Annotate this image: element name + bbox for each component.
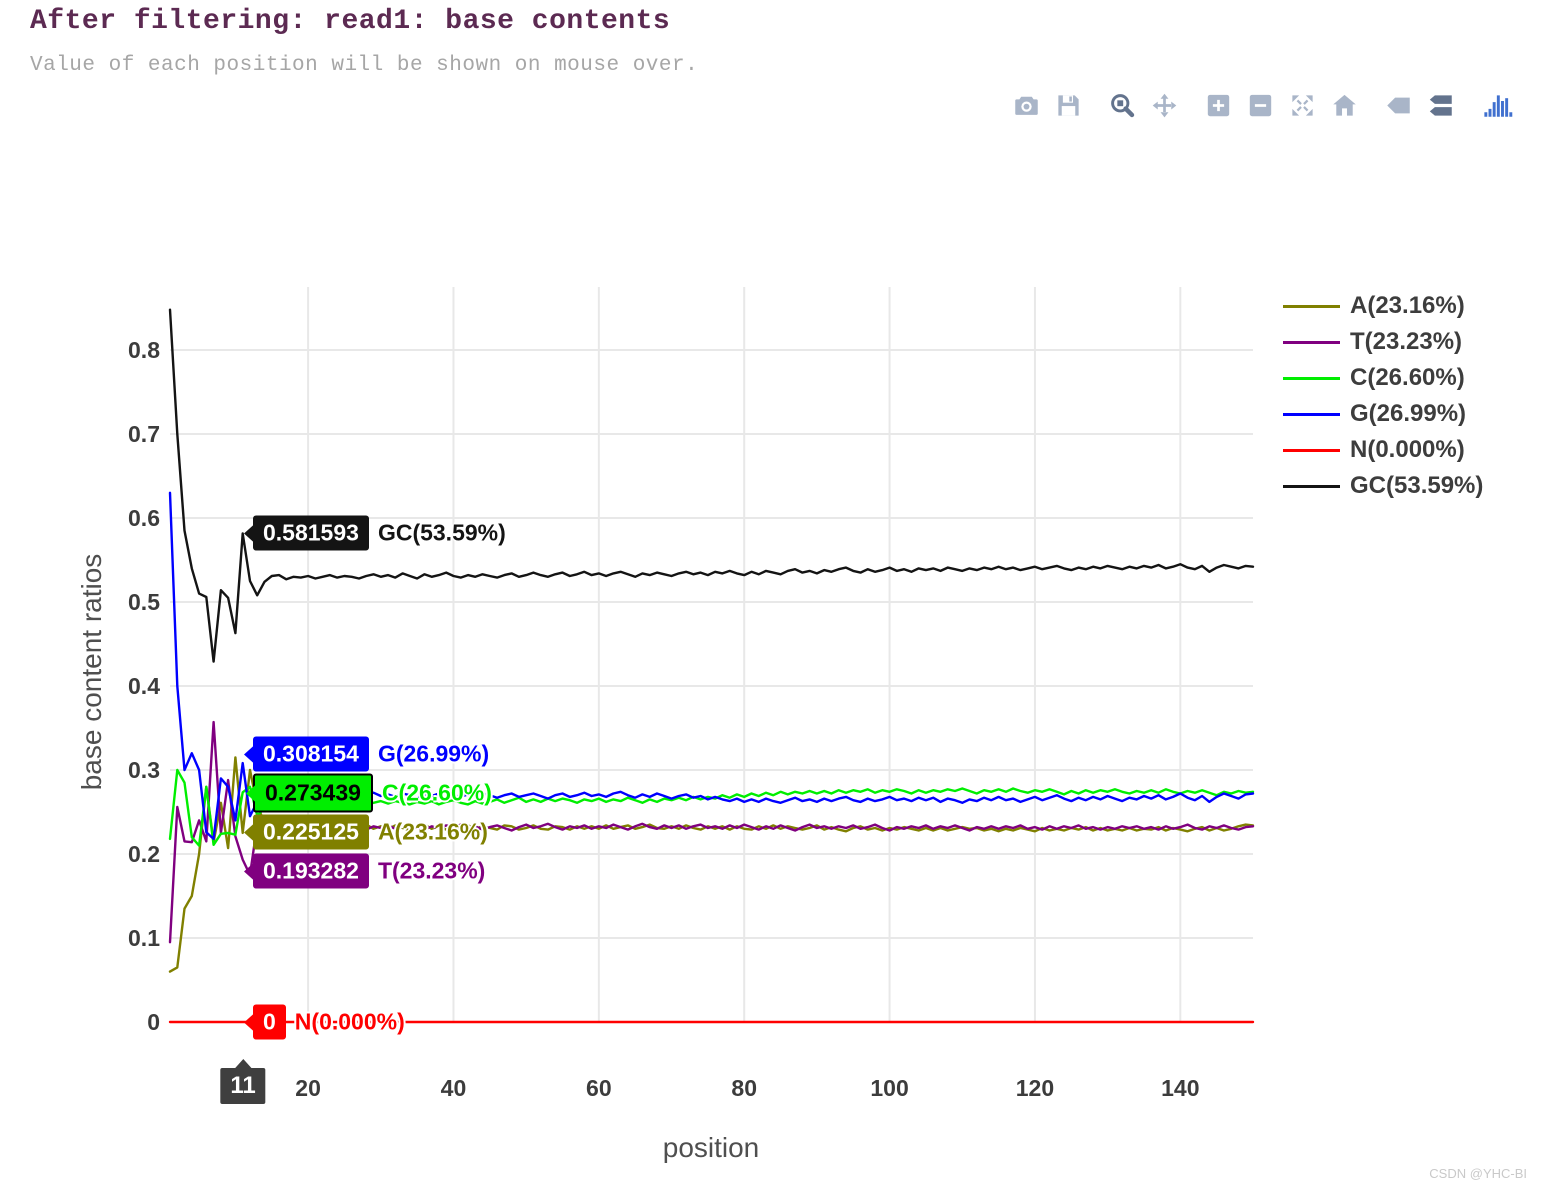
hover-value-box-N: 0 bbox=[244, 1004, 286, 1040]
y-tick-label: 0.1 bbox=[128, 925, 160, 951]
y-tick-label: 0.2 bbox=[128, 841, 160, 867]
legend: A(23.16%) T(23.23%) C(26.60%) G(26.99%) N(0.… bbox=[1283, 288, 1483, 504]
hover-series-label-N: N(0.000%) bbox=[294, 1008, 405, 1035]
plotly-logo-icon[interactable] bbox=[1481, 92, 1517, 119]
autoscale-icon[interactable] bbox=[1289, 92, 1316, 119]
hover-value-box-GC: 0.581593 bbox=[244, 515, 369, 551]
y-tick-label: 0.5 bbox=[128, 589, 160, 615]
legend-label-A: A(23.16%) bbox=[1350, 292, 1465, 319]
y-tick-label: 0.4 bbox=[128, 673, 160, 699]
legend-line-swatch-A bbox=[1283, 304, 1340, 308]
legend-label-N: N(0.000%) bbox=[1350, 436, 1465, 463]
y-axis-title: base content ratios bbox=[76, 553, 107, 791]
hover-value-T: 0.193282 bbox=[263, 857, 359, 884]
legend-line-swatch-G bbox=[1283, 412, 1340, 416]
y-tick-label: 0.3 bbox=[128, 757, 160, 783]
hover-label-row-C: 0.273439 C(26.60%) bbox=[243, 773, 492, 813]
hover-series-label-T: T(23.23%) bbox=[377, 857, 486, 884]
series-line-GC[interactable] bbox=[168, 308, 1255, 663]
left-caret-icon bbox=[244, 862, 254, 880]
x-tick-label: 60 bbox=[586, 1075, 612, 1101]
legend-label-T: T(23.23%) bbox=[1350, 328, 1463, 355]
hover-series-label-A: A(23.16%) bbox=[377, 818, 488, 845]
legend-item-C[interactable]: C(26.60%) bbox=[1283, 360, 1483, 396]
hover-value-GC: 0.581593 bbox=[263, 519, 359, 546]
hover-value-box-A: 0.225125 bbox=[244, 814, 369, 850]
hover-series-label-C: C(26.60%) bbox=[381, 779, 492, 806]
y-tick-label: 0.6 bbox=[128, 505, 160, 531]
legend-item-T[interactable]: T(23.23%) bbox=[1283, 324, 1483, 360]
left-caret-icon bbox=[244, 1013, 254, 1031]
plotly-modebar bbox=[986, 92, 1517, 119]
legend-label-GC: GC(53.59%) bbox=[1350, 472, 1484, 499]
y-tick-label: 0.8 bbox=[128, 337, 160, 363]
x-axis-title: position bbox=[662, 1132, 760, 1163]
modebar-group-logo bbox=[1481, 92, 1517, 119]
x-tick-label: 120 bbox=[1016, 1075, 1054, 1101]
hover-label-row-GC: 0.581593 GC(53.59%) bbox=[243, 515, 506, 551]
modebar-group-dragmode bbox=[1109, 92, 1178, 119]
legend-label-G: G(26.99%) bbox=[1350, 400, 1467, 427]
hover-series-label-GC: GC(53.59%) bbox=[377, 519, 506, 546]
legend-item-GC[interactable]: GC(53.59%) bbox=[1283, 468, 1483, 504]
x-tick-label: 80 bbox=[731, 1075, 757, 1101]
hover-label-row-T: 0.193282 T(23.23%) bbox=[243, 853, 486, 889]
x-hover-value: 11 bbox=[230, 1072, 256, 1099]
hover-closest-icon[interactable] bbox=[1385, 92, 1412, 119]
page-title: After filtering: read1: base contents bbox=[30, 6, 671, 37]
hover-value-box-T: 0.193282 bbox=[244, 853, 369, 889]
modebar-group-zoom bbox=[1205, 92, 1358, 119]
y-tick-label: 0 bbox=[147, 1009, 160, 1035]
x-tick-label: 40 bbox=[441, 1075, 467, 1101]
hover-compare-icon[interactable] bbox=[1427, 92, 1454, 119]
hover-value-G: 0.308154 bbox=[263, 740, 359, 767]
hover-value-box-C: 0.273439 bbox=[246, 773, 373, 813]
legend-line-swatch-T bbox=[1283, 340, 1340, 344]
hover-label-row-N: 0 N(0.000%) bbox=[243, 1004, 405, 1040]
up-caret-icon bbox=[234, 1059, 252, 1069]
legend-label-C: C(26.60%) bbox=[1350, 364, 1465, 391]
left-caret-icon bbox=[244, 823, 254, 841]
hover-value-C: 0.273439 bbox=[265, 779, 361, 806]
x-axis-hover-label: 11 bbox=[220, 1059, 266, 1104]
legend-line-swatch-N bbox=[1283, 448, 1340, 452]
hover-series-label-G: G(26.99%) bbox=[377, 740, 490, 767]
legend-item-A[interactable]: A(23.16%) bbox=[1283, 288, 1483, 324]
x-tick-label: 140 bbox=[1161, 1075, 1199, 1101]
page-subtitle: Value of each position will be shown on … bbox=[30, 54, 699, 77]
left-caret-icon bbox=[244, 524, 254, 542]
left-caret-icon bbox=[246, 784, 256, 802]
zoom-out-icon[interactable] bbox=[1247, 92, 1274, 119]
home-icon[interactable] bbox=[1331, 92, 1358, 119]
legend-line-swatch-C bbox=[1283, 376, 1340, 380]
hover-value-A: 0.225125 bbox=[263, 818, 359, 845]
x-tick-label: 20 bbox=[295, 1075, 321, 1101]
save-icon[interactable] bbox=[1055, 92, 1082, 119]
hover-label-row-G: 0.308154 G(26.99%) bbox=[243, 736, 490, 772]
zoom-in-icon[interactable] bbox=[1205, 92, 1232, 119]
x-tick-label: 100 bbox=[870, 1075, 908, 1101]
y-tick-label: 0.7 bbox=[128, 421, 160, 447]
legend-item-N[interactable]: N(0.000%) bbox=[1283, 432, 1483, 468]
zoom-icon[interactable] bbox=[1109, 92, 1136, 119]
watermark: CSDN @YHC-BI bbox=[1429, 1166, 1527, 1181]
camera-icon[interactable] bbox=[1013, 92, 1040, 119]
legend-item-G[interactable]: G(26.99%) bbox=[1283, 396, 1483, 432]
left-caret-icon bbox=[244, 745, 254, 763]
modebar-group-hover bbox=[1385, 92, 1454, 119]
modebar-group-export bbox=[1013, 92, 1082, 119]
hover-value-N: 0 bbox=[263, 1008, 276, 1035]
hover-value-box-G: 0.308154 bbox=[244, 736, 369, 772]
legend-line-swatch-GC bbox=[1283, 484, 1340, 488]
hover-label-row-A: 0.225125 A(23.16%) bbox=[243, 814, 488, 850]
pan-icon[interactable] bbox=[1151, 92, 1178, 119]
